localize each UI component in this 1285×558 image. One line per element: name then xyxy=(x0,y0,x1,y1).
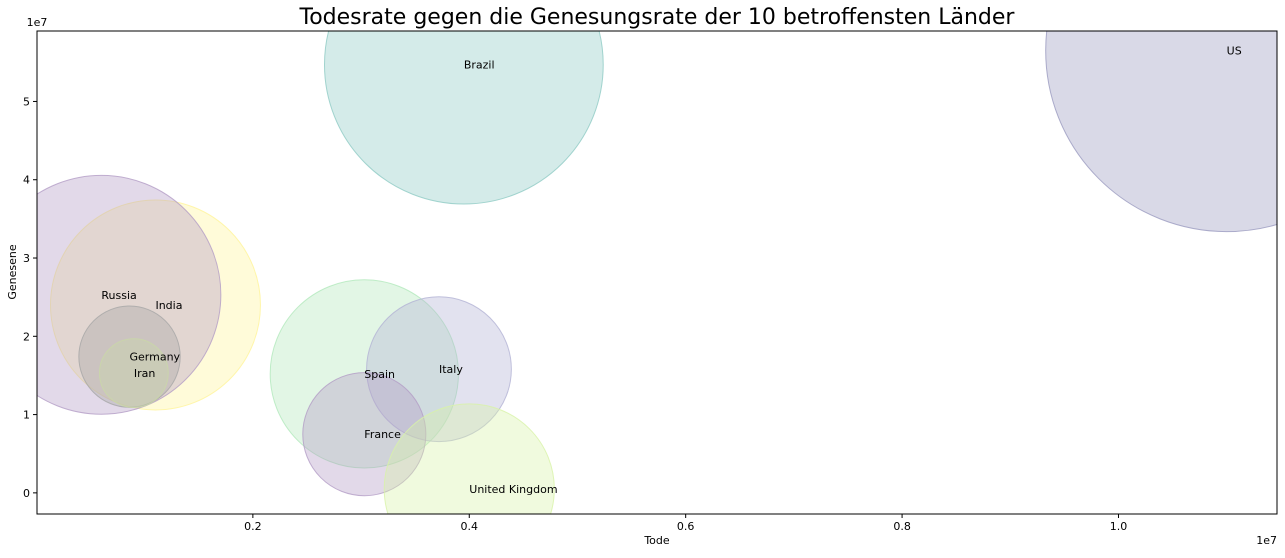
bubble-italy xyxy=(366,296,512,443)
point-label-us: US xyxy=(1227,45,1242,58)
y-tick-label: 2 xyxy=(23,330,30,343)
point-label-iran: Iran xyxy=(134,367,156,380)
x-axis-ticks: 0.2 0.4 0.6 0.8 1.0 xyxy=(244,514,1127,533)
bubble-iran xyxy=(98,338,169,408)
y-tick-label: 1 xyxy=(23,409,30,422)
bubble-spain xyxy=(269,279,459,469)
x-tick-label: 0.4 xyxy=(461,520,479,533)
y-axis-label: Genesene xyxy=(6,244,19,300)
point-label-india: India xyxy=(155,299,182,312)
y-axis-multiplier: 1e7 xyxy=(27,16,48,29)
y-axis-ticks: 0 1 2 3 4 5 xyxy=(23,95,37,500)
point-label-spain: Spain xyxy=(364,368,395,381)
x-tick-label: 0.2 xyxy=(244,520,262,533)
x-tick-label: 0.6 xyxy=(677,520,695,533)
point-label-italy: Italy xyxy=(439,363,463,376)
point-label-layer: US Brazil India Russia Spain Italy Germany Iran… xyxy=(101,45,1241,496)
x-axis-multiplier: 1e7 xyxy=(1256,534,1277,547)
point-label-united-kingdom: United Kingdom xyxy=(469,483,557,496)
bubble-brazil xyxy=(324,31,604,205)
y-tick-label: 3 xyxy=(23,252,30,265)
chart-title: Todesrate gegen die Genesungsrate der 10… xyxy=(299,5,1016,30)
point-label-germany: Germany xyxy=(130,351,181,364)
plot-frame xyxy=(36,30,1278,515)
point-label-russia: Russia xyxy=(101,289,136,302)
y-tick-label: 4 xyxy=(23,174,30,187)
y-tick-label: 0 xyxy=(23,487,30,500)
point-label-brazil: Brazil xyxy=(464,59,495,72)
bubble-us xyxy=(1045,31,1277,233)
y-tick-label: 5 xyxy=(23,95,30,108)
x-tick-label: 0.8 xyxy=(893,520,911,533)
x-axis-label: Tode xyxy=(643,534,670,547)
point-label-france: France xyxy=(364,428,401,441)
x-tick-label: 1.0 xyxy=(1110,520,1128,533)
bubble-united-kingdom xyxy=(383,403,555,514)
bubble-russia xyxy=(37,174,222,415)
bubble-france xyxy=(302,372,427,497)
